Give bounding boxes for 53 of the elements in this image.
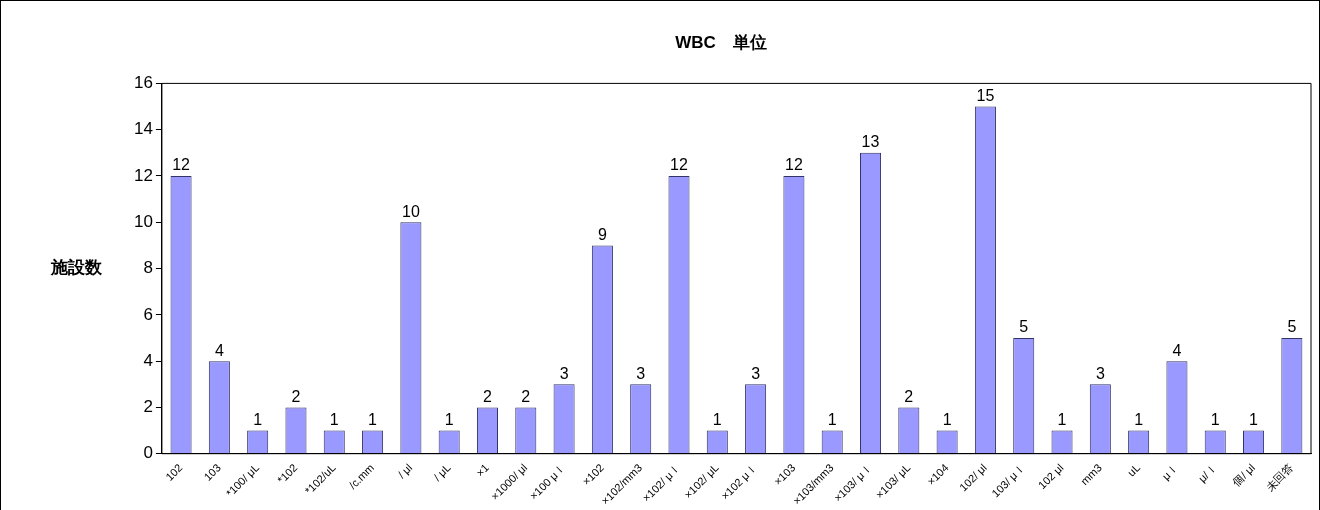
chart-title: WBC 単位: [675, 32, 767, 52]
data-label: 1: [1057, 410, 1067, 428]
y-tick-label: 14: [133, 119, 153, 139]
data-label: 10: [401, 202, 420, 220]
data-label: 15: [976, 86, 995, 104]
x-tick-label: ×1: [473, 461, 492, 479]
x-tick-label: 未回答: [1263, 461, 1296, 494]
y-tick-label: 0: [143, 443, 153, 463]
data-label: 1: [1134, 410, 1144, 428]
y-tick-label: 4: [143, 350, 153, 370]
data-label: 5: [1287, 318, 1297, 336]
data-label: 12: [785, 156, 803, 174]
data-label: 2: [291, 387, 301, 405]
data-label: 2: [483, 387, 493, 405]
data-label: 3: [636, 364, 646, 382]
data-label: 9: [597, 225, 607, 243]
y-tick-label: 8: [143, 258, 153, 278]
y-axis-title: 施設数: [49, 258, 103, 278]
data-label: 4: [1172, 341, 1182, 359]
x-tick-label: 102 μl: [1035, 461, 1066, 492]
y-tick-label: 12: [133, 165, 153, 185]
x-tick-label: μｌ: [1159, 461, 1181, 483]
data-label: 13: [861, 133, 880, 151]
x-tick-label: uL: [1125, 461, 1143, 479]
data-label: 1: [712, 410, 722, 428]
data-label: 1: [368, 410, 378, 428]
x-tick-label: / μL: [431, 461, 453, 484]
data-label: 1: [827, 410, 837, 428]
y-tick-label: 16: [133, 73, 153, 93]
y-tick-label: 6: [143, 304, 153, 324]
y-tick-label: 2: [143, 397, 153, 417]
data-label: 3: [559, 364, 569, 382]
data-label: 2: [904, 387, 914, 405]
data-label: 12: [172, 156, 191, 174]
x-tick-label: / μl: [395, 461, 415, 481]
data-label: 1: [942, 410, 952, 428]
data-label: 5: [1019, 318, 1029, 336]
data-label: 1: [1249, 410, 1259, 428]
x-tick-label: 102: [163, 461, 185, 483]
data-label: 3: [1095, 364, 1105, 382]
data-label: 3: [751, 364, 761, 382]
y-tick-label: 10: [133, 211, 153, 231]
data-label: 1: [329, 410, 339, 428]
x-tick-label: μ/ｌ: [1195, 461, 1219, 485]
data-label: 4: [214, 341, 224, 359]
x-tick-label: *102: [275, 461, 300, 486]
data-label: 1: [253, 410, 263, 428]
data-label: 12: [670, 156, 688, 174]
x-tick-label: 103: [201, 461, 223, 483]
data-label: 1: [444, 410, 454, 428]
x-tick-label: 個/ μl: [1230, 461, 1258, 489]
data-label: 2: [521, 387, 531, 405]
data-label: 1: [1210, 410, 1220, 428]
